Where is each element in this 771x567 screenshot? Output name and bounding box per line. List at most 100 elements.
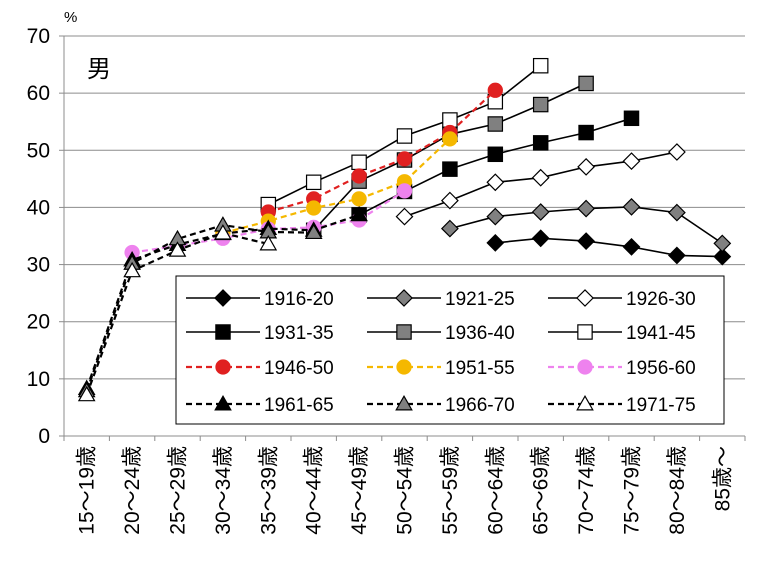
legend-marker (214, 394, 232, 411)
legend-marker (215, 359, 231, 375)
x-tick-label: 60～64歳 (484, 446, 507, 535)
legend-label: 1916-20 (264, 289, 334, 310)
x-tick-label: 50～54歳 (394, 446, 417, 535)
data-point (531, 203, 550, 221)
y-axis-ticks: 0 10 20 30 40 50 60 70 (27, 25, 64, 448)
series-1921-25 (440, 197, 732, 253)
x-tick-label: 25～29歳 (167, 446, 190, 535)
data-point (713, 234, 732, 253)
data-point (214, 224, 232, 240)
data-point (440, 219, 459, 238)
legend-entry: 1921-25 (367, 289, 515, 310)
data-point (486, 207, 505, 226)
legend-entry: 1936-40 (367, 323, 515, 344)
legend-label: 1961-65 (264, 395, 334, 416)
legend-entry: 1966-70 (367, 394, 515, 416)
data-point (487, 82, 503, 98)
legend-label: 1946-50 (264, 358, 334, 379)
legend-label: 1936-40 (445, 323, 515, 344)
data-point (622, 152, 641, 171)
legend-entry: 1971-75 (548, 394, 696, 416)
data-point (123, 261, 141, 278)
x-tick-label: 65～69歳 (530, 446, 553, 535)
x-tick-label: 30～34歳 (212, 446, 235, 535)
data-point (531, 229, 550, 248)
panel-label: 男 (87, 55, 111, 83)
legend-marker (214, 289, 232, 307)
data-point (577, 232, 596, 251)
x-tick-label: 75～79歳 (621, 446, 644, 535)
y-tick-label: 30 (27, 254, 50, 277)
x-tick-label: 20～24歳 (121, 446, 144, 535)
data-point (532, 135, 549, 151)
data-point (306, 200, 322, 216)
y-tick-label: 50 (27, 139, 50, 162)
data-point (486, 233, 505, 252)
data-point (622, 197, 641, 216)
y-tick-label: 60 (27, 82, 50, 105)
data-point (531, 168, 550, 187)
data-point (77, 385, 96, 402)
data-point (395, 207, 414, 226)
legend-marker (576, 289, 594, 307)
x-tick-label: 85歳～ (711, 446, 734, 511)
series-layer (77, 57, 732, 402)
data-point (259, 234, 278, 251)
legend-marker (396, 324, 412, 340)
legend-entry: 1956-60 (548, 358, 696, 379)
x-tick-label: 40～44歳 (303, 446, 326, 535)
data-point (578, 75, 594, 92)
data-point (487, 146, 504, 163)
data-point (532, 96, 549, 113)
data-point (487, 116, 504, 132)
series-1951-55 (215, 131, 458, 241)
series-line (495, 237, 723, 258)
data-point (623, 110, 640, 127)
legend-label: 1971-75 (626, 395, 696, 416)
data-point (667, 203, 686, 222)
y-tick-label: 70 (27, 25, 50, 48)
legend-marker (396, 359, 412, 375)
data-point (622, 237, 641, 256)
series-line (267, 89, 497, 214)
legend-entry: 1926-30 (548, 289, 696, 310)
legend-marker (577, 324, 593, 340)
data-point (350, 205, 368, 222)
series-1916-20 (486, 229, 732, 266)
legend-label: 1966-70 (445, 395, 515, 416)
series-1926-30 (395, 143, 686, 226)
data-point (351, 168, 367, 184)
series-1936-40 (305, 75, 594, 239)
data-point (396, 128, 413, 144)
y-tick-label: 0 (38, 425, 50, 448)
data-point (713, 247, 732, 266)
data-point (305, 174, 322, 191)
data-point (396, 183, 413, 199)
x-tick-label: 80～84歳 (666, 446, 689, 535)
legend-entry: 1961-65 (186, 394, 334, 416)
legend-entry: 1946-50 (186, 358, 334, 379)
legend-label: 1951-55 (445, 358, 515, 379)
data-point (304, 223, 323, 240)
x-tick-label: 70～74歳 (575, 446, 598, 535)
unit-label: % (64, 9, 77, 26)
legend-marker (215, 324, 231, 340)
data-point (486, 173, 505, 192)
y-tick-label: 10 (27, 368, 50, 391)
legend-label: 1926-30 (626, 289, 696, 310)
legend-box (175, 275, 725, 425)
legend-marker (395, 289, 413, 307)
data-point (351, 191, 367, 207)
data-point (442, 161, 458, 177)
legend: 1916-20 1921-25 1926-30 1931-35 1936-40 1941-… (175, 275, 725, 425)
series-line (85, 223, 314, 392)
data-point (532, 57, 549, 74)
data-point (577, 157, 596, 176)
series-1946-50 (260, 82, 503, 220)
data-point (667, 246, 686, 265)
y-tick-label: 40 (27, 196, 50, 219)
legend-entry: 1916-20 (186, 289, 334, 310)
data-point (440, 191, 459, 210)
x-tick-label: 15～19歳 (76, 446, 99, 535)
